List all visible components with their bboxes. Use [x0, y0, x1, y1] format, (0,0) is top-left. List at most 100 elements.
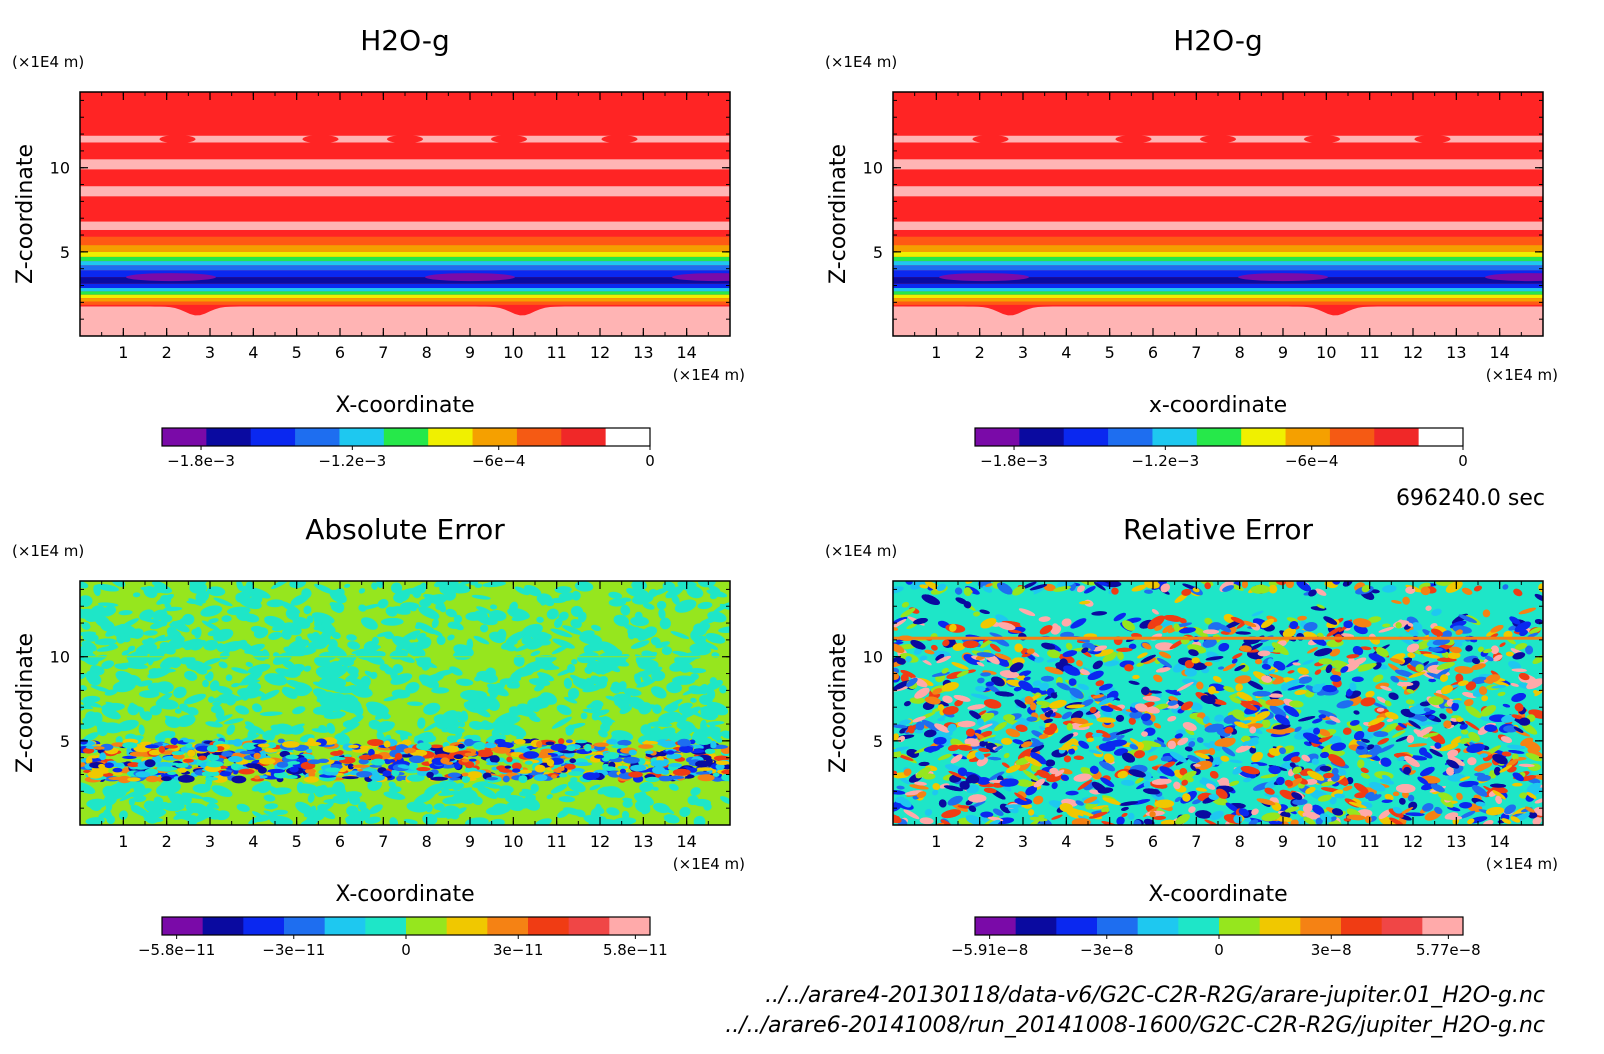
colorbar-label: −1.2e−3 [318, 452, 386, 470]
colorbar-swatch [975, 917, 1017, 935]
x-tick-label: 6 [335, 832, 345, 851]
y-tick-label: 10 [863, 648, 883, 667]
colorbar-swatch [1196, 428, 1242, 446]
footer-line-1: ../../arare4-20130118/data-v6/G2C-C2R-R2… [765, 983, 1545, 1008]
colorbar-swatch [406, 917, 448, 935]
x-tick-label: 1 [118, 343, 128, 362]
colorbar-swatch [1152, 428, 1198, 446]
x-tick-label: 3 [1018, 832, 1028, 851]
x-tick-label: 12 [590, 343, 610, 362]
x-tick-label: 9 [465, 832, 475, 851]
x-tick-label: 7 [378, 343, 388, 362]
colorbar-swatch [1219, 917, 1261, 935]
colorbar-label: 0 [645, 452, 655, 470]
x-tick-label: 4 [248, 832, 258, 851]
colorbar-swatch [1108, 428, 1153, 446]
y-tick-label: 10 [50, 159, 70, 178]
y-unit-label: (×1E4 m) [825, 542, 897, 560]
colorbar-swatch [1285, 428, 1331, 446]
colorbar-label: 5.77e−8 [1416, 941, 1481, 959]
colorbar-swatch [1300, 917, 1342, 935]
colorbar-swatch [365, 917, 407, 935]
colorbar-swatch [487, 917, 529, 935]
x-tick-label: 14 [1489, 832, 1509, 851]
colorbar-swatch [1422, 917, 1464, 935]
y-tick-label: 10 [863, 159, 883, 178]
x-tick-label: 14 [1489, 343, 1509, 362]
colorbar-label: 0 [1458, 452, 1468, 470]
x-tick-label: 8 [1235, 343, 1245, 362]
colorbar-swatch [1097, 917, 1139, 935]
colorbar-swatch [1241, 428, 1287, 446]
colorbar-swatch [295, 428, 340, 446]
colorbar-swatch [339, 428, 385, 446]
x-tick-label: 3 [205, 832, 215, 851]
x-tick-label: 12 [1403, 343, 1423, 362]
x-tick-label: 11 [546, 343, 566, 362]
y-tick-label: 5 [873, 243, 883, 262]
x-tick-label: 10 [1316, 343, 1336, 362]
colorbar-swatch [1178, 917, 1220, 935]
colorbar-label: 3e−8 [1311, 941, 1352, 959]
colorbar-label: 3e−11 [493, 941, 543, 959]
colorbar-swatch [1381, 917, 1423, 935]
y-tick-label: 10 [50, 648, 70, 667]
x-unit-label: (×1E4 m) [673, 366, 745, 384]
colorbar-swatch [324, 917, 366, 935]
x-tick-label: 9 [1278, 343, 1288, 362]
colorbar-label: 0 [1214, 941, 1224, 959]
colorbar-label: −5.8e−11 [138, 941, 215, 959]
x-tick-label: 6 [335, 343, 345, 362]
x-tick-label: 8 [1235, 832, 1245, 851]
x-unit-label: (×1E4 m) [1486, 366, 1558, 384]
colorbar-swatch [428, 428, 474, 446]
y-axis-label: Z-coordinate [13, 633, 38, 773]
x-tick-label: 4 [248, 343, 258, 362]
time-label: 696240.0 sec [1396, 486, 1545, 511]
colorbar-label: 0 [401, 941, 411, 959]
x-tick-label: 4 [1061, 343, 1071, 362]
colorbar-swatch [1063, 428, 1109, 446]
x-tick-label: 13 [1446, 832, 1466, 851]
colorbar-label: −1.8e−3 [167, 452, 235, 470]
x-tick-label: 1 [118, 832, 128, 851]
colorbar-swatch [1374, 428, 1420, 446]
x-tick-label: 8 [422, 343, 432, 362]
panel-p3: Absolute Error(×1E4 m)1 2 3 4 5 6 7 8 9 10 11 12 13 1… [12, 513, 745, 959]
colorbar-swatch [1015, 917, 1057, 935]
colorbar-label: −6e−4 [1285, 452, 1338, 470]
panel-title: H2O-g [360, 24, 450, 57]
x-tick-label: 5 [1105, 832, 1115, 851]
heatmap-field [893, 92, 1543, 336]
x-tick-label: 7 [378, 832, 388, 851]
colorbar-swatch [568, 917, 610, 935]
x-unit-label: (×1E4 m) [1486, 855, 1558, 873]
panel-title: H2O-g [1173, 24, 1263, 57]
colorbar-swatch [1341, 917, 1383, 935]
colorbar-swatch [446, 917, 488, 935]
x-tick-label: 4 [1061, 832, 1071, 851]
x-tick-label: 9 [465, 343, 475, 362]
colorbar-swatch [1418, 428, 1464, 446]
panel-p4: Relative Error(×1E4 m)1 2 3 4 5 6 7 8 9 10 11 12 13 1… [825, 513, 1558, 959]
y-tick-label: 5 [873, 732, 883, 751]
colorbar-swatch [243, 917, 285, 935]
x-tick-label: 6 [1148, 832, 1158, 851]
x-tick-label: 7 [1191, 343, 1201, 362]
colorbar: −5.8e−11 −3e−11 0 3e−11 5.8e−11 [138, 916, 668, 959]
colorbar-label: −1.8e−3 [980, 452, 1048, 470]
y-unit-label: (×1E4 m) [825, 53, 897, 71]
x-tick-label: 6 [1148, 343, 1158, 362]
panel-p1: H2O-g(×1E4 m)1 2 3 4 5 6 7 8 9 10 11 12 13 14510(×1E4… [12, 24, 745, 470]
x-tick-label: 1 [931, 343, 941, 362]
x-tick-label: 8 [422, 832, 432, 851]
x-unit-label: (×1E4 m) [673, 855, 745, 873]
panel-title: Absolute Error [305, 513, 505, 546]
colorbar-swatch [528, 917, 570, 935]
colorbar-label: −6e−4 [472, 452, 525, 470]
y-unit-label: (×1E4 m) [12, 53, 84, 71]
colorbar-label: −1.2e−3 [1131, 452, 1199, 470]
x-tick-label: 5 [292, 832, 302, 851]
x-tick-label: 2 [162, 343, 172, 362]
